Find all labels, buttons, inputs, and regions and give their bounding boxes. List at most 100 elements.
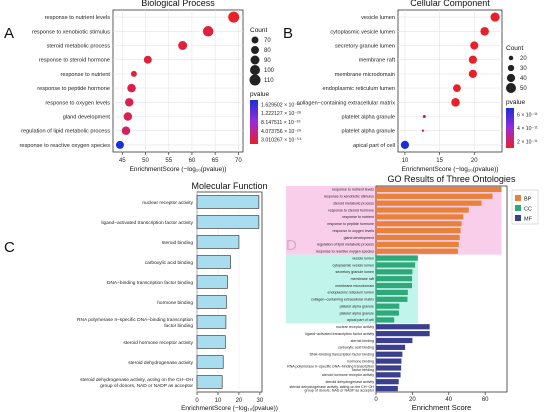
panel-title: GO Results of Three Ontologies (388, 174, 516, 184)
category-label: response to xenobiotic stimulus (324, 195, 374, 199)
bar (376, 248, 458, 254)
dot-point (480, 27, 489, 36)
color-legend-title: pvalue (506, 99, 526, 106)
dot-point (421, 129, 425, 132)
dot-point (130, 70, 137, 77)
category-label: steroid binding (162, 240, 194, 246)
category-label: gland development (344, 236, 374, 240)
panel-title: Cellular Component (410, 0, 490, 8)
legend-swatch (515, 205, 521, 211)
bar (376, 385, 398, 392)
dot-point (178, 41, 188, 50)
size-legend-dot (506, 83, 516, 93)
color-legend-label: 8.147511 × 10⁻²⁹ (261, 120, 301, 126)
x-axis-label: Enrichment Score (412, 403, 472, 412)
color-legend-label: 1.629502 × 10⁻²⁸ (261, 102, 301, 108)
size-legend-dot (251, 36, 259, 44)
category-label: cytoplasmic vesicle lumen (332, 263, 374, 267)
category-label: ligand−activated transcription factor ac… (305, 332, 374, 336)
category-label: steroid hormone receptor activity (322, 373, 374, 377)
bar (376, 193, 493, 199)
color-legend-bar (506, 108, 514, 148)
x-tick-label: 40 (445, 397, 452, 403)
bar (376, 207, 469, 213)
size-legend-label: 50 (520, 86, 527, 92)
dot-point (422, 114, 426, 119)
category-label: response to reactive oxygen species (316, 250, 374, 254)
x-axis-label: EnrichmentScore (−log₁₀(pvalue)) (130, 166, 227, 173)
category-label: response to peptide hormone (327, 222, 374, 226)
x-tick-label: 20 (409, 397, 416, 403)
category-label: steroid dehydrogenase activity (325, 380, 374, 384)
dot-point (468, 69, 477, 78)
category-label: RNA polymerase II−specific DNA−binding t… (287, 364, 374, 372)
category-label: platelet alpha granule (342, 129, 396, 135)
bar (376, 282, 413, 289)
dot-point (453, 84, 461, 93)
panel-title: Molecular Function (191, 181, 267, 191)
bar (196, 375, 223, 389)
bar (376, 331, 430, 337)
category-label: platelet alpha granule (340, 311, 374, 315)
color-legend-label: 6 × 10⁻¹¹ (517, 113, 538, 119)
bar (196, 215, 260, 229)
bar (376, 372, 401, 378)
dot-point (490, 12, 500, 22)
x-axis-label: EnrichmentScore (−log₁₀(pvalue)) (181, 405, 278, 412)
category-label: collagen−containing extracellular matrix (311, 298, 374, 302)
bar (376, 365, 402, 371)
dot-point (228, 11, 240, 23)
panel-a: A Biological Process 45 50 55 60 65 70 response … (4, 0, 301, 173)
plot-frame (112, 9, 244, 153)
category-label: response to peptide hormone (37, 86, 110, 92)
size-legend-label: 20 (520, 56, 527, 62)
bar (376, 310, 399, 316)
dot-point (123, 112, 133, 121)
bar (376, 351, 403, 357)
category-label: steroid metabolic process (47, 44, 111, 50)
dot-point (451, 98, 460, 107)
legend-label: CC (524, 207, 532, 213)
color-legend-label: 4 × 10⁻¹¹ (517, 126, 538, 132)
category-label: vesicle lumen (352, 256, 374, 260)
x-tick-label: 50 (142, 158, 149, 164)
bar (196, 275, 228, 289)
category-label: response to oxygen levels (332, 229, 374, 233)
category-label: platelet alpha granule (342, 115, 396, 121)
bar (376, 344, 406, 350)
bar (376, 255, 418, 261)
x-tick-label: 60 (482, 397, 489, 403)
bar (376, 276, 413, 282)
dot-point (125, 98, 134, 107)
bar (196, 235, 240, 249)
bar (196, 295, 227, 309)
category-label: response to nutrient (342, 215, 374, 219)
size-legend-dot (251, 46, 259, 54)
color-legend-title: pvalue (250, 91, 270, 98)
category-label: steroid metabolic process (333, 201, 374, 205)
panel-d: DGO Results of Three Ontologies0204060re… (286, 174, 539, 412)
category-label: hormone binding (347, 359, 374, 363)
dot-point (470, 41, 479, 50)
category-label: endoplasmic reticulum lumen (323, 86, 395, 92)
category-label: hormone binding (157, 300, 193, 306)
legend-label: BP (524, 197, 532, 203)
x-tick-label: 30 (257, 398, 264, 404)
dot-point (468, 55, 477, 64)
category-label: steroid dehydrogenase activity (128, 360, 193, 366)
category-label: DNA−binding transcription factor binding (107, 280, 193, 286)
panel-letter: A (4, 25, 14, 42)
category-label: collagen−containing extracellular matrix (297, 100, 395, 106)
category-label: vesicle lumen (361, 15, 395, 21)
bar (376, 317, 395, 323)
size-legend-label: 90 (264, 58, 271, 64)
category-label: regulation of lipid metabolic process (21, 129, 110, 135)
category-label: response to xenobiotic stimulus (32, 29, 110, 35)
size-legend-dot (250, 55, 260, 65)
bar (376, 241, 459, 247)
category-label: membrane microdomain (335, 284, 374, 288)
bar (376, 379, 399, 385)
size-legend-title: Count (506, 45, 524, 52)
x-tick-label: 10 (215, 398, 222, 404)
size-legend-label: 100 (264, 68, 275, 74)
